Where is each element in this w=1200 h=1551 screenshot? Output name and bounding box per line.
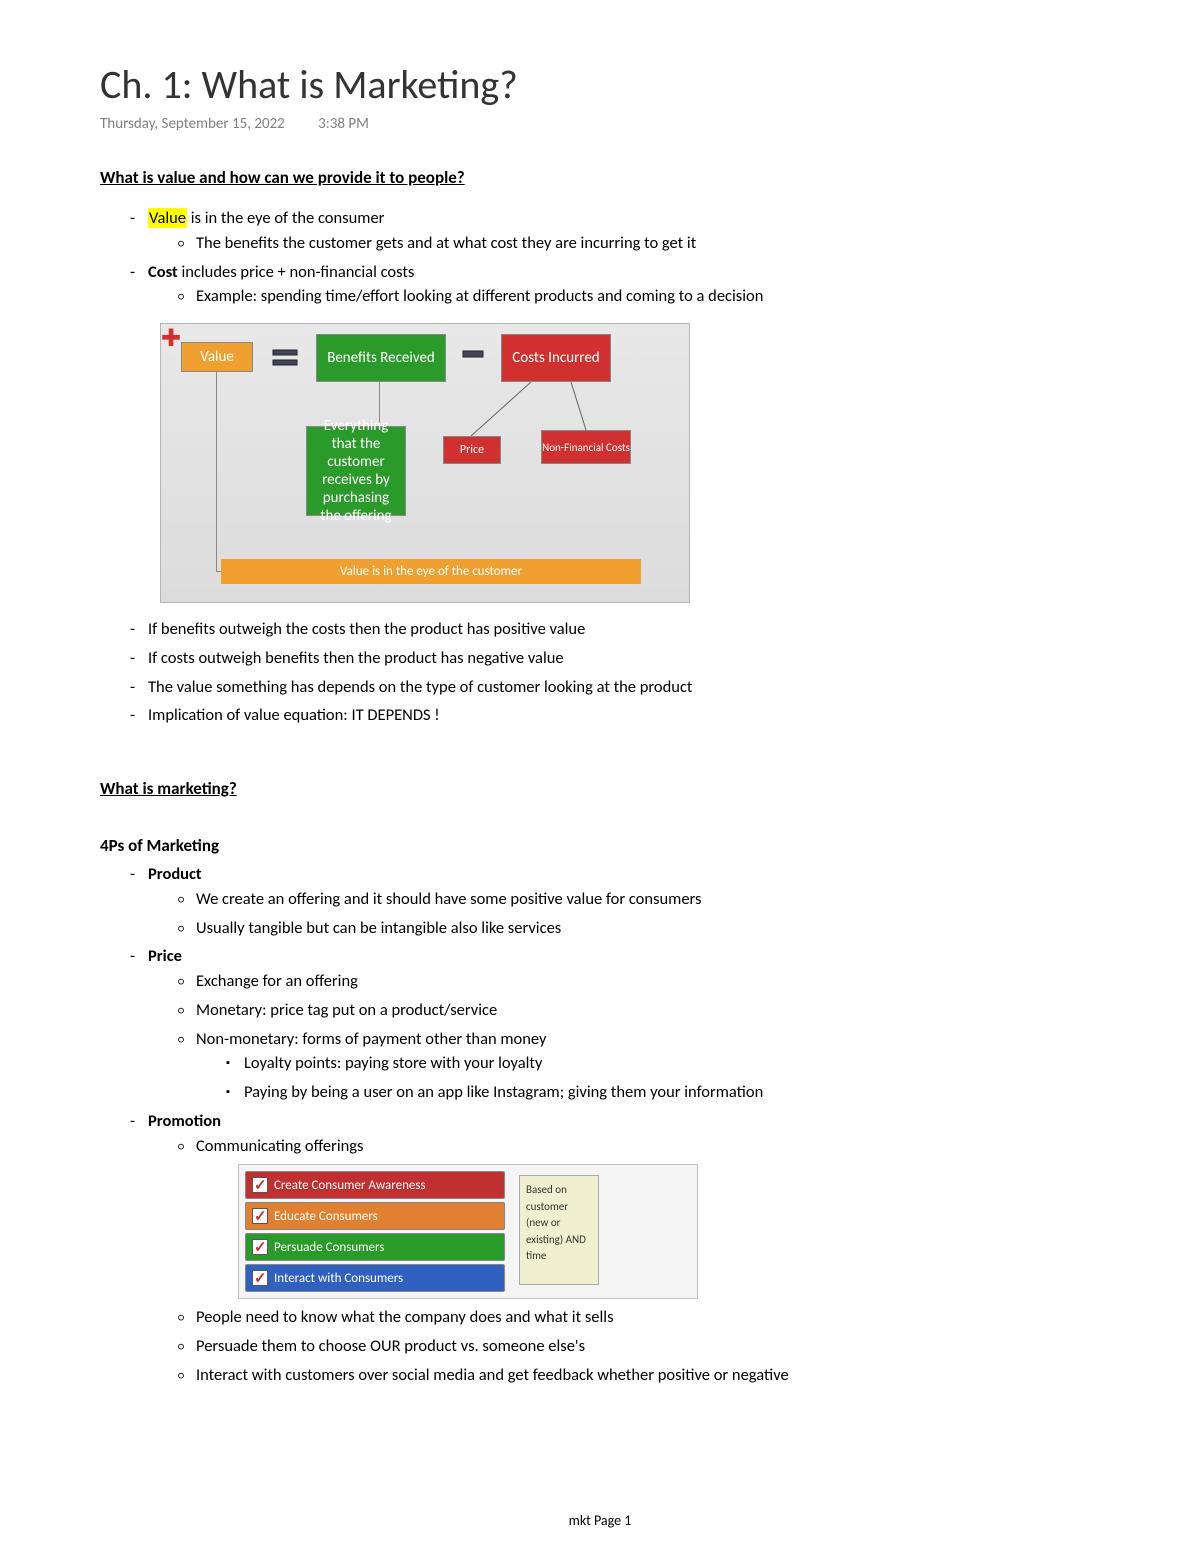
bold-product: Product (148, 864, 202, 884)
promo-box-awareness: Create Consumer Awareness (245, 1171, 505, 1199)
bullet-list-2: If benefits outweigh the costs then the … (100, 617, 1100, 728)
value-diagram: Value Benefits Received Costs Incurred E… (160, 323, 690, 603)
text: includes price + non-financial costs (178, 262, 415, 282)
check-icon (252, 1239, 268, 1255)
promo-side-note: Based on customer (new or existing) AND … (519, 1175, 599, 1285)
list-item-promotion: Promotion Communicating offerings Create… (130, 1109, 1100, 1388)
promotion-diagram: Create Consumer Awareness Educate Consum… (238, 1164, 698, 1299)
text: Create Consumer Awareness (274, 1176, 426, 1196)
list-item: Communicating offerings (178, 1134, 1100, 1159)
box-non-financial: Non-Financial Costs (541, 430, 631, 464)
date: Thursday, September 15, 2022 (100, 115, 285, 133)
list-item: Paying by being a user on an app like In… (226, 1080, 1100, 1105)
list-item: Implication of value equation: IT DEPEND… (130, 703, 1100, 728)
bullet-list-1: Value is in the eye of the consumer The … (100, 206, 1100, 309)
list-item: Interact with customers over social medi… (178, 1363, 1100, 1388)
text: Non-monetary: forms of payment other tha… (196, 1029, 547, 1049)
text: Persuade Consumers (274, 1238, 384, 1258)
section-heading-value: What is value and how can we provide it … (100, 167, 1100, 188)
box-costs: Costs Incurred (501, 334, 611, 382)
check-icon (252, 1270, 268, 1286)
list-item: Cost includes price + non-financial cost… (130, 260, 1100, 310)
list-item: Persuade them to choose OUR product vs. … (178, 1334, 1100, 1359)
promo-box-interact: Interact with Consumers (245, 1264, 505, 1292)
plus-icon: ✚ (161, 324, 181, 353)
list-item: Monetary: price tag put on a product/ser… (178, 998, 1100, 1023)
list-item-product: Product We create an offering and it sho… (130, 862, 1100, 940)
list-item: If costs outweigh benefits then the prod… (130, 646, 1100, 671)
list-item: We create an offering and it should have… (178, 887, 1100, 912)
highlight-value: Value (148, 208, 187, 228)
text: Interact with Consumers (274, 1269, 403, 1289)
section-heading-marketing: What is marketing? (100, 778, 1100, 799)
text: Educate Consumers (274, 1207, 378, 1227)
box-value: Value (181, 342, 253, 372)
page-footer: mkt Page 1 (0, 1512, 1200, 1529)
box-everything: Everything that the customer receives by… (306, 426, 406, 516)
list-item: The benefits the customer gets and at wh… (178, 231, 1100, 256)
promo-box-educate: Educate Consumers (245, 1202, 505, 1230)
bold-cost: Cost (148, 262, 178, 282)
list-item: The value something has depends on the t… (130, 675, 1100, 700)
page-title: Ch. 1: What is Marketing? (100, 60, 1100, 109)
subheading-4ps: 4Ps of Marketing (100, 835, 1100, 856)
list-item: People need to know what the company doe… (178, 1305, 1100, 1330)
promo-box-persuade: Persuade Consumers (245, 1233, 505, 1261)
list-item-price: Price Exchange for an offering Monetary:… (130, 944, 1100, 1105)
page-meta: Thursday, September 15, 2022 3:38 PM (100, 115, 1100, 133)
bullet-list-4ps: Product We create an offering and it sho… (100, 862, 1100, 1388)
box-footer-text: Value is in the eye of the customer (221, 559, 641, 584)
check-icon (252, 1208, 268, 1224)
box-benefits: Benefits Received (316, 334, 446, 382)
bold-price: Price (148, 946, 182, 966)
list-item: Exchange for an offering (178, 969, 1100, 994)
list-item: If benefits outweigh the costs then the … (130, 617, 1100, 642)
list-item: Non-monetary: forms of payment other tha… (178, 1027, 1100, 1105)
list-item: Example: spending time/effort looking at… (178, 284, 1100, 309)
check-icon (252, 1177, 268, 1193)
list-item: Loyalty points: paying store with your l… (226, 1051, 1100, 1076)
bold-promotion: Promotion (148, 1111, 221, 1131)
list-item: Value is in the eye of the consumer The … (130, 206, 1100, 256)
minus-icon (461, 342, 485, 366)
equals-icon (269, 342, 303, 372)
box-price: Price (443, 436, 501, 464)
text: is in the eye of the consumer (187, 208, 384, 228)
list-item: Usually tangible but can be intangible a… (178, 916, 1100, 941)
time: 3:38 PM (318, 115, 369, 133)
